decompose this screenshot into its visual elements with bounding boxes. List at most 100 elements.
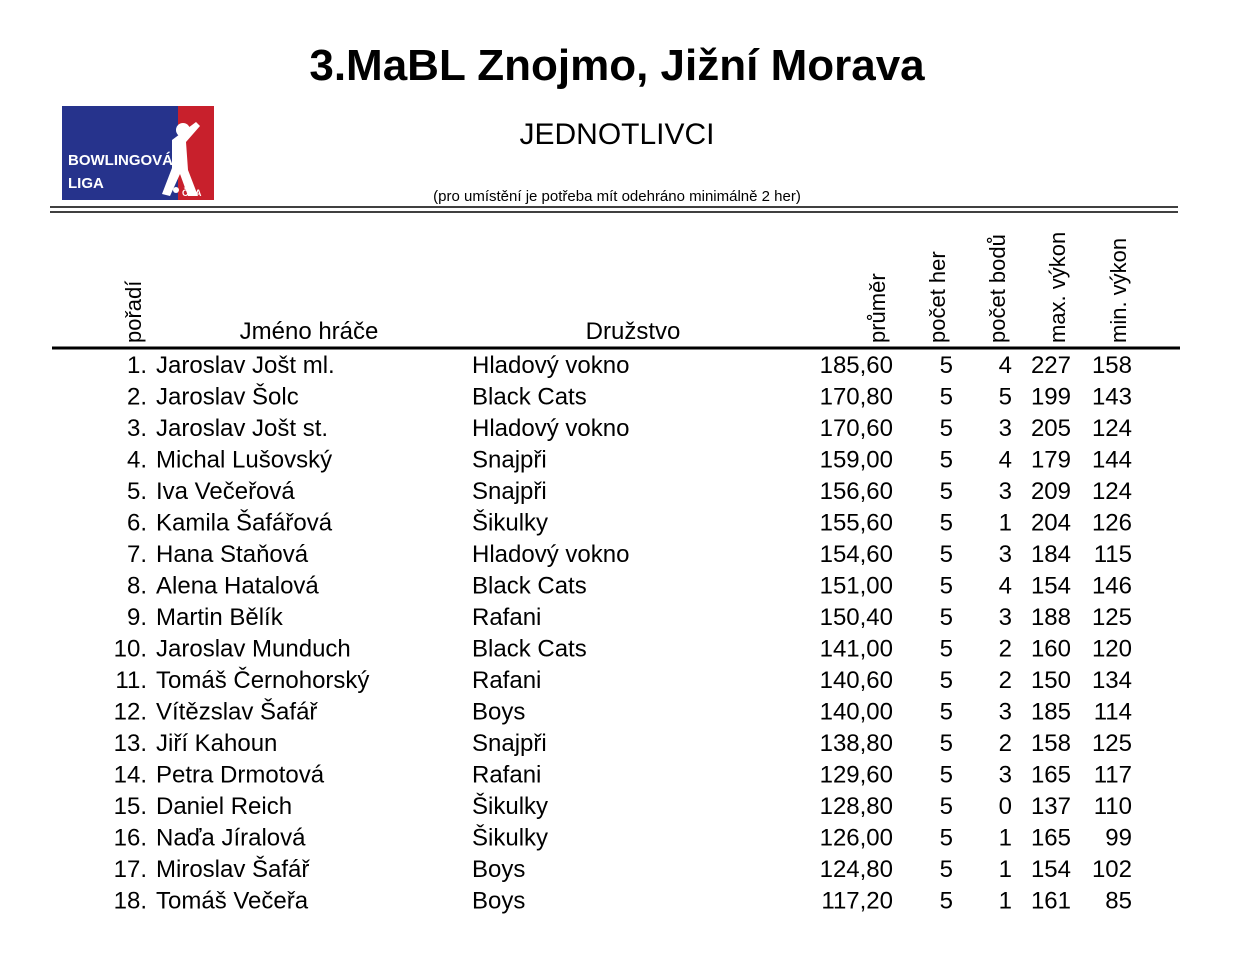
team: Black Cats [472,384,587,411]
games: 5 [940,478,953,505]
logo-badge: ČBA [182,187,202,198]
player-name: Jaroslav Jošt ml. [156,352,335,379]
player-name: Kamila Šafářová [156,509,333,537]
rank: 2. [127,384,147,411]
note: (pro umístění je potřeba mít odehráno mi… [433,188,801,205]
logo-text: LIGA [68,175,104,192]
games: 5 [940,699,953,726]
average: 155,60 [820,510,893,537]
max-score: 137 [1031,793,1071,820]
rank: 8. [127,573,147,600]
points: 4 [999,352,1012,379]
min-score: 146 [1092,573,1132,600]
team: Boys [472,888,525,915]
max-score: 227 [1031,352,1071,379]
games: 5 [940,793,953,820]
points: 1 [999,888,1012,915]
max-score: 185 [1031,699,1071,726]
games: 5 [940,730,953,757]
rank: 7. [127,541,147,568]
games: 5 [940,636,953,663]
min-score: 117 [1094,762,1132,789]
rank: 9. [127,604,147,631]
points: 3 [999,762,1012,789]
min-score: 115 [1094,541,1132,568]
points: 1 [999,825,1012,852]
logo: BOWLINGOVÁ LIGA ČBA [62,106,214,200]
average: 126,00 [820,825,893,852]
player-name: Miroslav Šafář [156,855,310,883]
rank: 3. [127,415,147,442]
average: 141,00 [820,636,893,663]
team: Šikulky [472,509,548,537]
team: Rafani [472,762,541,789]
points: 2 [999,730,1012,757]
player-name: Martin Bělík [156,604,284,631]
points: 3 [999,415,1012,442]
team: Šikulky [472,824,548,852]
min-score: 102 [1092,856,1132,883]
points: 0 [999,793,1012,820]
points: 4 [999,447,1012,474]
team: Rafani [472,667,541,694]
team: Boys [472,699,525,726]
games: 5 [940,510,953,537]
column-header: min. výkon [1106,238,1131,343]
rank: 13. [114,730,147,757]
table: pořadí Jméno hráče Družstvo průměr počet her… [114,232,1132,915]
subtitle: JEDNOTLIVCI [519,118,714,151]
games: 5 [940,447,953,474]
max-score: 158 [1031,730,1071,757]
average: 170,60 [820,415,893,442]
max-score: 209 [1031,478,1071,505]
games: 5 [940,352,953,379]
max-score: 188 [1031,604,1071,631]
max-score: 205 [1031,415,1071,442]
player-name: Jaroslav Jošt st. [156,415,328,442]
min-score: 125 [1092,604,1132,631]
player-name: Tomáš Černohorský [156,666,369,694]
max-score: 199 [1031,384,1071,411]
average: 156,60 [820,478,893,505]
points: 4 [999,573,1012,600]
games: 5 [940,541,953,568]
games: 5 [940,384,953,411]
column-header: počet bodů [985,234,1010,343]
column-header: pořadí [121,281,146,343]
player-name: Jaroslav Šolc [156,383,299,411]
average: 185,60 [820,352,893,379]
logo-figure [162,122,200,196]
rank: 12. [114,699,147,726]
rank: 18. [114,888,147,915]
player-name: Jiří Kahoun [156,730,277,757]
points: 1 [999,510,1012,537]
games: 5 [940,762,953,789]
min-score: 158 [1092,352,1132,379]
min-score: 114 [1094,699,1132,726]
max-score: 165 [1031,762,1071,789]
max-score: 154 [1031,856,1071,883]
max-score: 150 [1031,667,1071,694]
max-score: 184 [1031,541,1071,568]
average: 140,60 [820,667,893,694]
rank: 1. [127,352,147,379]
team: Hladový vokno [472,541,629,568]
team: Boys [472,856,525,883]
team: Snajpři [472,730,547,757]
average: 128,80 [820,793,893,820]
max-score: 154 [1031,573,1071,600]
rank: 16. [114,825,147,852]
min-score: 126 [1092,510,1132,537]
team: Snajpři [472,447,547,474]
column-header: max. výkon [1045,232,1070,343]
min-score: 110 [1094,793,1132,820]
games: 5 [940,856,953,883]
games: 5 [940,888,953,915]
title: 3.MaBL Znojmo, Jižní Morava [309,41,925,90]
column-header: Družstvo [586,318,681,345]
average: 129,60 [820,762,893,789]
player-name: Hana Staňová [156,541,309,568]
rank: 6. [127,510,147,537]
points: 2 [999,636,1012,663]
